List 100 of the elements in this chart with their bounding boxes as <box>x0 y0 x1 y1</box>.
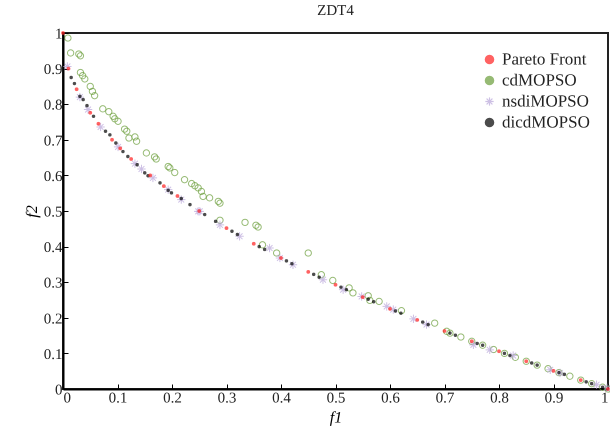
x-tick-label: 0.8 <box>490 390 509 406</box>
legend-label: nsdiMOPSO <box>502 92 589 110</box>
x-tick-label: 0.2 <box>163 390 182 406</box>
point <box>224 226 228 230</box>
point <box>81 98 85 102</box>
point <box>344 288 348 292</box>
point <box>83 104 93 114</box>
y-tick-label: 0.7 <box>44 133 63 150</box>
point <box>468 340 478 350</box>
point <box>290 262 294 266</box>
point <box>415 318 420 322</box>
point <box>475 342 479 346</box>
point <box>126 154 130 158</box>
point <box>562 372 566 376</box>
point <box>442 329 446 333</box>
point <box>121 150 125 154</box>
x-tick-label: 0.6 <box>381 390 400 406</box>
point <box>180 196 183 200</box>
point <box>62 62 72 72</box>
point <box>236 232 240 236</box>
point <box>113 142 123 152</box>
point <box>130 158 140 168</box>
y-tick-label: 0.1 <box>44 346 62 363</box>
point <box>552 368 556 373</box>
point <box>508 354 512 358</box>
point <box>388 307 392 311</box>
point <box>318 275 328 284</box>
point <box>135 162 139 166</box>
point <box>388 304 398 314</box>
point <box>312 272 316 276</box>
point <box>394 309 398 313</box>
point <box>360 295 365 300</box>
point <box>317 275 321 279</box>
point <box>546 365 555 374</box>
point <box>96 122 106 132</box>
x-tick-label: 0.1 <box>108 390 128 406</box>
point <box>148 173 158 183</box>
point <box>148 174 152 178</box>
point <box>69 76 73 80</box>
point <box>334 282 338 287</box>
point <box>118 146 122 150</box>
point <box>66 66 70 70</box>
point <box>136 164 146 174</box>
point <box>372 300 376 304</box>
point <box>408 314 418 324</box>
point <box>104 130 108 133</box>
legend-label: cdMOPSO <box>502 70 577 90</box>
point <box>288 260 298 270</box>
point <box>129 157 133 161</box>
point <box>584 380 588 384</box>
x-axis-title: f1 <box>330 410 342 426</box>
point <box>275 253 285 263</box>
point <box>230 230 234 234</box>
x-tick-label: 0.7 <box>436 390 455 406</box>
x-tick-label: 1 <box>601 390 608 406</box>
y-tick-label: 0.5 <box>44 204 62 220</box>
point <box>114 141 118 145</box>
point <box>306 270 310 274</box>
point <box>176 194 180 198</box>
x-tick-label: 0.4 <box>272 390 292 406</box>
point <box>108 133 112 137</box>
y-tick-label: 0.9 <box>44 62 62 78</box>
point <box>356 292 366 302</box>
point <box>162 184 166 188</box>
point <box>85 104 89 108</box>
point <box>170 191 174 195</box>
point <box>426 322 430 326</box>
y-tick-label: 0.8 <box>44 98 62 114</box>
y-tick-label: 1 <box>55 26 62 42</box>
point <box>339 285 343 289</box>
y-axis-title: f2 <box>24 205 41 218</box>
chart-title: ZDT4 <box>317 3 354 19</box>
point <box>262 248 266 252</box>
x-tick-label: 0.5 <box>326 390 346 406</box>
point <box>78 94 82 98</box>
point <box>72 82 76 86</box>
x-tick-label: 0.3 <box>218 390 236 406</box>
point <box>92 114 96 118</box>
point <box>74 87 78 92</box>
point <box>88 110 92 115</box>
point <box>454 334 458 337</box>
point <box>158 181 162 185</box>
point <box>592 380 602 390</box>
point <box>399 311 403 315</box>
point <box>497 349 501 354</box>
y-tick-label: 0.2 <box>44 311 62 328</box>
point <box>188 202 192 206</box>
point <box>530 361 534 365</box>
point <box>422 320 432 330</box>
point <box>96 122 100 126</box>
point <box>110 138 114 142</box>
point <box>202 212 206 216</box>
point <box>234 232 244 241</box>
point <box>257 244 261 248</box>
point <box>197 209 202 213</box>
point <box>338 284 348 294</box>
legend-label: Pareto Front <box>502 50 587 68</box>
point <box>143 171 146 175</box>
legend-label: dicdMOPSO <box>502 112 590 132</box>
y-tick-label: 0.6 <box>44 168 63 185</box>
